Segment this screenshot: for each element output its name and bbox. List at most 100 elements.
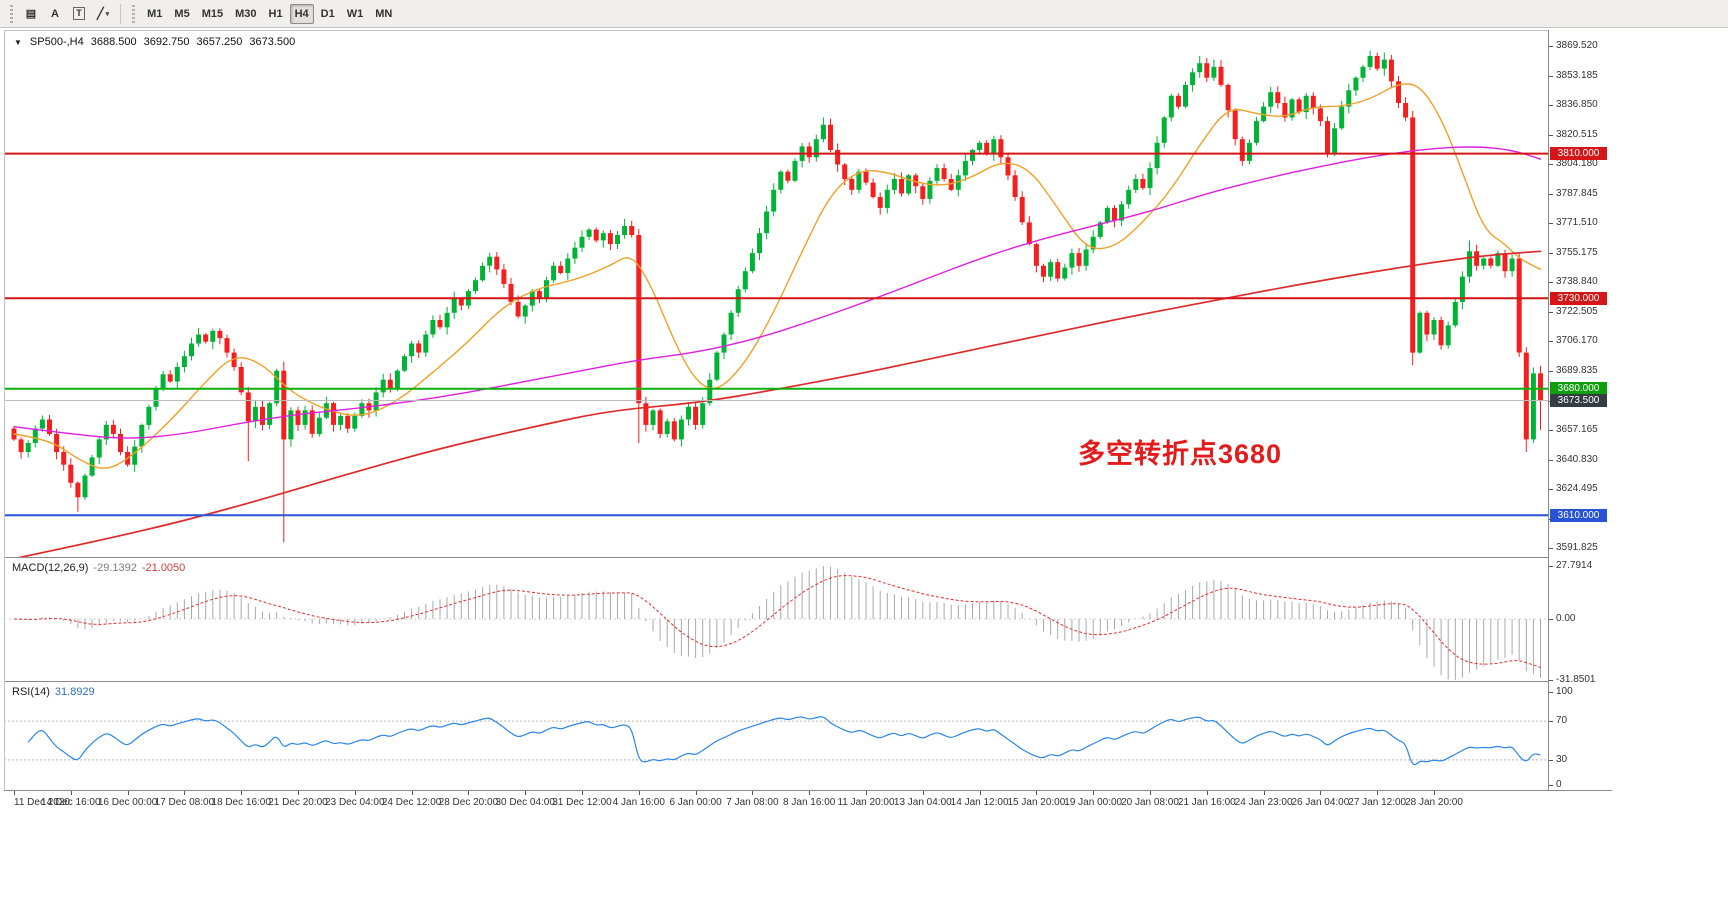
timeframe-button-m1[interactable]: M1 xyxy=(142,4,167,24)
timeframe-button-d1[interactable]: D1 xyxy=(316,4,340,24)
time-axis-tick xyxy=(525,791,527,795)
rsi-panel-separator[interactable] xyxy=(4,681,1612,682)
time-axis-tick xyxy=(354,791,356,795)
collapse-caret-icon[interactable]: ▼ xyxy=(14,37,22,47)
time-axis-tick xyxy=(752,791,754,795)
rsi-scale-tick xyxy=(1549,721,1553,723)
timeframe-button-m30[interactable]: M30 xyxy=(230,4,261,24)
price-line-label-3730: 3730.000 xyxy=(1550,291,1607,305)
rsi-value: 31.8929 xyxy=(54,686,95,698)
time-axis-label: 24 Dec 12:00 xyxy=(381,797,442,808)
price-scale-tick xyxy=(1549,459,1553,461)
price-line-label-3810: 3810.000 xyxy=(1550,147,1607,161)
price-line-label-3610: 3610.000 xyxy=(1550,508,1607,522)
time-axis-label: 23 Dec 04:00 xyxy=(325,797,385,808)
time-axis-tick xyxy=(70,791,72,795)
price-scale-tick xyxy=(1549,223,1553,225)
annotation-text: 多空转折点3680 xyxy=(1078,439,1283,469)
text-label-icon: T xyxy=(73,7,85,20)
rsi-scale-label: 30 xyxy=(1556,753,1568,765)
macd-scale-tick xyxy=(1549,619,1553,620)
price-scale-tick xyxy=(1549,105,1553,107)
price-scale-label: 3689.835 xyxy=(1556,364,1598,376)
rsi-scale-tick xyxy=(1549,692,1553,693)
price-scale-label: 3853.185 xyxy=(1556,69,1598,81)
price-scale-tick xyxy=(1549,341,1553,343)
chart-header: ▼ SP500-,H4 3688.500 3692.750 3657.250 3… xyxy=(14,36,295,48)
price-scale-label: 3722.505 xyxy=(1556,305,1598,317)
price-scale-label: 3624.495 xyxy=(1556,483,1598,495)
timeframe-button-mn[interactable]: MN xyxy=(370,4,397,24)
price-scale-label: 3836.850 xyxy=(1556,99,1598,111)
toolbar-grip-1[interactable] xyxy=(10,4,13,23)
time-axis-label: 21 Dec 20:00 xyxy=(268,797,328,808)
time-axis-label: 30 Dec 04:00 xyxy=(495,797,555,808)
timeframe-button-m5[interactable]: M5 xyxy=(169,4,194,24)
price-scale-tick xyxy=(1549,75,1553,77)
time-axis-label: 4 Jan 16:00 xyxy=(612,797,665,808)
time-axis-label: 7 Jan 08:00 xyxy=(726,797,779,808)
draw-shapes-button[interactable]: ╱ ▾ xyxy=(92,4,114,24)
time-axis-label: 8 Jan 16:00 xyxy=(783,797,836,808)
price-scale-tick xyxy=(1549,164,1553,166)
price-scale-tick xyxy=(1549,489,1553,491)
time-axis-label: 17 Dec 08:00 xyxy=(154,797,215,808)
price-scale-label: 3869.520 xyxy=(1556,40,1598,51)
chevron-down-icon: ▾ xyxy=(105,10,110,18)
price-scale-tick xyxy=(1549,370,1553,372)
price-scale-label: 3787.845 xyxy=(1556,187,1598,199)
time-axis-tick xyxy=(127,791,129,795)
rsi-name: RSI(14) xyxy=(12,686,50,698)
text-label-button[interactable]: T xyxy=(68,4,90,24)
price-scale-tick xyxy=(1549,430,1553,432)
rsi-scale-tick xyxy=(1549,759,1553,761)
time-axis-tick xyxy=(1150,791,1151,795)
price-scale-tick xyxy=(1549,548,1553,550)
time-axis-label: 15 Jan 20:00 xyxy=(1007,797,1066,808)
macd-panel-separator[interactable] xyxy=(4,557,1612,558)
time-axis-label: 16 Dec 00:00 xyxy=(97,797,158,808)
timeframe-button-h1[interactable]: H1 xyxy=(264,4,288,24)
low-value: 3657.250 xyxy=(196,36,243,48)
time-axis-tick xyxy=(468,791,470,795)
price-scale[interactable]: 3869.520 3853.185 3836.850 3820.515 3804.180… xyxy=(1548,30,1612,790)
time-axis-tick xyxy=(184,791,186,795)
price-scale-label: 3804.180 xyxy=(1556,158,1598,170)
price-scale-tick xyxy=(1549,134,1553,136)
rsi-panel-canvas[interactable] xyxy=(4,682,1548,790)
macd-scale-tick xyxy=(1549,680,1553,681)
time-axis-tick xyxy=(695,791,697,795)
macd-panel-canvas[interactable] xyxy=(4,558,1548,682)
macd-name: MACD(12,26,9) xyxy=(12,562,89,574)
time-axis-label: 28 Jan 20:00 xyxy=(1405,797,1463,808)
rsi-scale-tick xyxy=(1549,785,1553,786)
price-scale-label: 3771.510 xyxy=(1556,217,1598,229)
time-axis-tick xyxy=(1093,791,1095,795)
price-scale-tick xyxy=(1549,311,1553,313)
time-axis-label: 26 Jan 04:00 xyxy=(1291,797,1350,808)
time-axis-label: 21 Jan 16:00 xyxy=(1177,797,1236,808)
time-axis-tick xyxy=(1036,791,1038,795)
rsi-scale-label: 0 xyxy=(1556,779,1562,790)
time-axis-tick xyxy=(411,791,413,795)
time-axis-label: 11 Dec 2020 xyxy=(14,797,70,808)
time-axis-label: 14 Jan 12:00 xyxy=(950,797,1009,808)
toolbar-grip-2[interactable] xyxy=(132,4,136,23)
price-scale-tick xyxy=(1549,46,1553,47)
time-axis-tick xyxy=(582,791,583,795)
time-axis-tick xyxy=(979,791,981,795)
chart-list-button[interactable]: ▤ xyxy=(20,4,42,24)
timeframe-button-m15[interactable]: M15 xyxy=(197,4,228,24)
time-axis-tick xyxy=(241,791,243,795)
macd-scale-label: 27.7914 xyxy=(1556,560,1593,571)
time-axis[interactable]: 11 Dec 2020 14 Dec 16:00 16 Dec 00:00 17 De… xyxy=(4,790,1612,814)
main-chart-canvas[interactable] xyxy=(4,30,1548,558)
timeframe-button-w1[interactable]: W1 xyxy=(342,4,369,24)
timeframe-button-h4[interactable]: H4 xyxy=(289,3,314,24)
time-axis-tick xyxy=(14,791,15,795)
toolbar-separator xyxy=(120,3,122,24)
cursor-a-button[interactable]: A xyxy=(44,4,66,24)
timeframe-button-group: M1 M5 M15 M30 H1 H4 D1 W1 MN xyxy=(141,3,398,24)
price-line-label-3673.5: 3673.500 xyxy=(1550,394,1607,407)
